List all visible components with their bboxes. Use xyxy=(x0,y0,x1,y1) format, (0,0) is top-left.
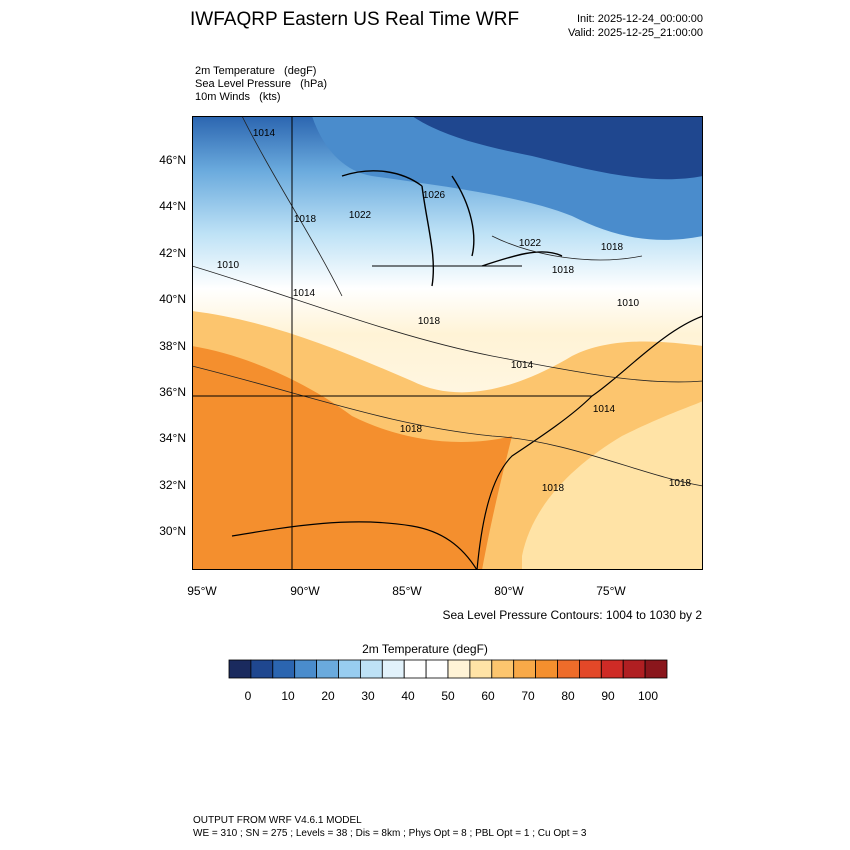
colorbar-swatch xyxy=(272,659,296,679)
colorbar-swatch xyxy=(228,659,252,679)
coastline xyxy=(476,315,703,570)
colorbar-tick-label: 0 xyxy=(244,689,252,703)
colorbar-swatch xyxy=(381,659,405,679)
colorbar-tick-label: 50 xyxy=(441,689,455,703)
isobar-label: 1018 xyxy=(669,478,692,489)
isobar-label: 1010 xyxy=(217,260,240,271)
isobar-label: 1022 xyxy=(349,210,372,221)
colorbar-swatch xyxy=(447,659,471,679)
colorbar-tick-label: 10 xyxy=(281,689,295,703)
lat-label: 34°N xyxy=(159,431,186,445)
colorbar xyxy=(228,659,668,679)
field-label-pressure: Sea Level Pressure (hPa) xyxy=(195,78,328,90)
lat-label: 42°N xyxy=(159,246,186,260)
colorbar-swatch xyxy=(425,659,449,679)
isobar-label: 1022 xyxy=(519,238,542,249)
great-lakes xyxy=(341,170,563,287)
colorbar-swatch xyxy=(491,659,515,679)
weather-map: 1014 1018 1022 1026 1010 1014 1018 1022 … xyxy=(192,116,703,570)
isobar-label: 1018 xyxy=(552,265,575,276)
isobar-label: 1018 xyxy=(542,483,565,494)
colorbar-swatch xyxy=(557,659,580,679)
gulf-coast xyxy=(231,521,478,570)
colorbar-swatch xyxy=(578,659,602,679)
lon-label: 75°W xyxy=(596,584,626,598)
colorbar-tick-label: 60 xyxy=(481,689,495,703)
colorbar-swatch xyxy=(600,659,624,679)
isobar-label: 1026 xyxy=(423,190,446,201)
colorbar-swatch xyxy=(338,659,361,679)
lat-label: 30°N xyxy=(159,524,186,538)
isobar-label: 1018 xyxy=(400,424,423,435)
hot-region xyxy=(192,346,512,570)
colorbar-swatch xyxy=(316,659,339,679)
isobar-label: 1014 xyxy=(511,360,534,371)
field-label-temperature: 2m Temperature (degF) xyxy=(195,65,317,77)
isobar-label: 1018 xyxy=(418,316,441,327)
lon-label: 85°W xyxy=(392,584,422,598)
map-frame xyxy=(192,116,703,570)
colorbar-tick-label: 30 xyxy=(361,689,375,703)
colorbar-swatch xyxy=(469,659,493,679)
lat-label: 40°N xyxy=(159,292,186,306)
colorbar-swatch xyxy=(622,659,646,679)
isobar-label: 1014 xyxy=(593,404,616,415)
init-time: Init: 2025-12-24_00:00:00 xyxy=(577,13,703,25)
isobar-label: 1018 xyxy=(294,214,317,225)
colorbar-swatch xyxy=(403,659,427,679)
isobar-label: 1014 xyxy=(253,128,276,139)
colorbar-swatch xyxy=(535,659,558,679)
lat-label: 38°N xyxy=(159,339,186,353)
offshore-warm xyxy=(522,401,703,570)
colorbar-tick-label: 70 xyxy=(521,689,535,703)
colorbar-tick-label: 80 xyxy=(561,689,575,703)
map-title: IWFAQRP Eastern US Real Time WRF xyxy=(190,9,520,30)
colorbar-swatch xyxy=(294,659,317,679)
colorbar-title: 2m Temperature (degF) xyxy=(362,642,488,656)
lat-label: 32°N xyxy=(159,478,186,492)
lon-label: 80°W xyxy=(494,584,524,598)
isobar-lines xyxy=(192,116,703,487)
colorbar-swatch xyxy=(250,659,274,679)
isobar-label: 1018 xyxy=(601,242,624,253)
colorbar-swatch xyxy=(359,659,383,679)
state-borders xyxy=(192,116,592,570)
lat-label: 44°N xyxy=(159,199,186,213)
lon-label: 95°W xyxy=(187,584,217,598)
coldest-region xyxy=(412,116,703,180)
colorbar-swatch xyxy=(513,659,537,679)
colorbar-tick-label: 20 xyxy=(321,689,335,703)
lon-label: 90°W xyxy=(290,584,320,598)
colorbar-tick-label: 40 xyxy=(401,689,415,703)
isobar-label: 1014 xyxy=(293,288,316,299)
lat-label: 36°N xyxy=(159,385,186,399)
lat-label: 46°N xyxy=(159,153,186,167)
colorbar-tick-label: 90 xyxy=(601,689,615,703)
colorbar-tick-label: 100 xyxy=(637,689,659,703)
isobar-label: 1010 xyxy=(617,298,640,309)
model-options: WE = 310 ; SN = 275 ; Levels = 38 ; Dis … xyxy=(193,828,587,839)
valid-time: Valid: 2025-12-25_21:00:00 xyxy=(568,27,703,39)
contours-note: Sea Level Pressure Contours: 1004 to 103… xyxy=(442,608,703,622)
field-label-winds: 10m Winds (kts) xyxy=(195,91,281,103)
colorbar-swatch xyxy=(644,659,668,679)
model-info: OUTPUT FROM WRF V4.6.1 MODEL xyxy=(193,815,362,826)
